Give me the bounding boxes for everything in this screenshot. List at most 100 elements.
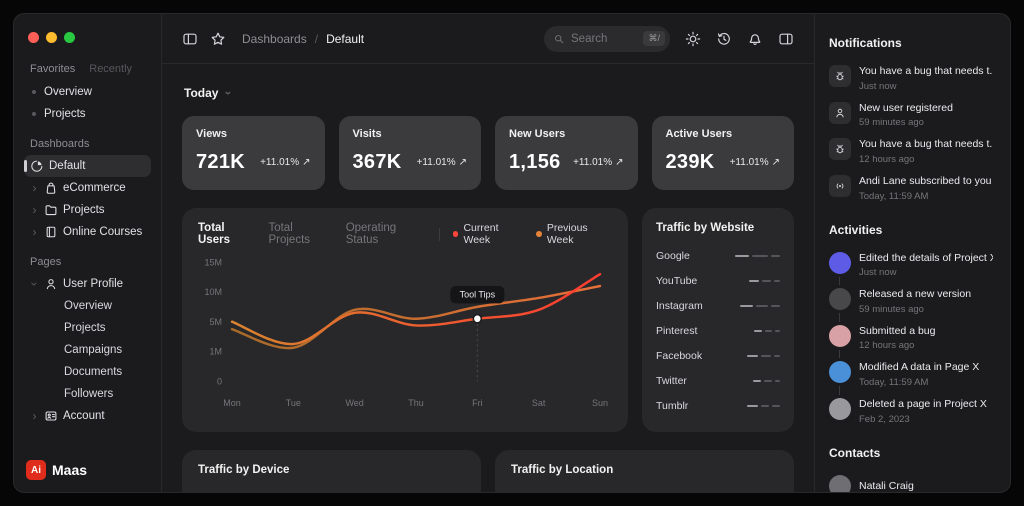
- notification-item[interactable]: New user registered 59 minutes ago: [829, 97, 996, 134]
- top-bar: Dashboards / Default ⌘/: [162, 14, 814, 64]
- sidebar-item-label: eCommerce: [63, 182, 126, 194]
- website-row: Twitter: [656, 368, 780, 393]
- notification-text: You have a bug that needs t...: [859, 138, 993, 151]
- activity-text: Deleted a page in Project X: [859, 398, 987, 411]
- website-row: Google: [656, 243, 780, 268]
- activity-item[interactable]: Released a new version 59 minutes ago: [829, 283, 996, 320]
- sidebar-subitem-documents[interactable]: Documents: [24, 361, 151, 383]
- stat-card-new-users: New Users 1,156 +11.01% ↗: [495, 116, 638, 190]
- sidebar-item-label: Account: [63, 410, 105, 422]
- notification-text: You have a bug that needs t...: [859, 65, 993, 77]
- notification-item[interactable]: Andi Lane subscribed to you Today, 11:59…: [829, 170, 996, 207]
- zoom-window-button[interactable]: [64, 32, 75, 43]
- sidebar-item-online-courses[interactable]: › Online Courses: [24, 221, 151, 243]
- close-window-button[interactable]: [28, 32, 39, 43]
- svg-text:Tool Tips: Tool Tips: [460, 290, 496, 300]
- search-shortcut: ⌘/: [643, 31, 665, 46]
- search-icon: [555, 34, 564, 43]
- sidebar-item-fav-projects[interactable]: Projects: [24, 103, 151, 125]
- notification-text: Andi Lane subscribed to you: [859, 174, 992, 187]
- chevron-right-icon: ›: [32, 409, 37, 423]
- stats-row: Views 721K +11.01% ↗ Visits 367K +11.01% ↗…: [182, 116, 794, 190]
- card-title: Traffic by Location: [511, 464, 614, 476]
- total-users-chart-card: Total Users Total Projects Operating Sta…: [182, 208, 628, 432]
- activity-item[interactable]: Deleted a page in Project X Feb 2, 2023: [829, 393, 996, 430]
- avatar: [829, 288, 851, 311]
- tab-favorites[interactable]: Favorites: [30, 63, 76, 75]
- toggle-left-sidebar-button[interactable]: [182, 31, 198, 47]
- chevron-right-icon: ›: [32, 203, 37, 217]
- notification-time: Just now: [859, 80, 897, 92]
- svg-text:15M: 15M: [204, 257, 222, 267]
- bug-icon: [836, 71, 844, 81]
- period-selector[interactable]: Today ›: [184, 86, 794, 100]
- legend-dot: [452, 231, 459, 237]
- avatar: [829, 398, 851, 421]
- activity-item[interactable]: Edited the details of Project X Just now: [829, 247, 996, 284]
- sidebar-subitem-campaigns[interactable]: Campaigns: [24, 339, 151, 361]
- minimize-window-button[interactable]: [46, 32, 57, 43]
- tab-total-projects[interactable]: Total Projects: [268, 222, 311, 246]
- breadcrumb-page[interactable]: Default: [326, 31, 365, 46]
- svg-text:Wed: Wed: [345, 398, 363, 408]
- stat-value: 239K: [665, 151, 715, 173]
- divider: [438, 227, 440, 241]
- website-bar: [753, 379, 780, 382]
- tab-operating-status[interactable]: Operating Status: [345, 222, 397, 246]
- sidebar: Favorites Recently Overview Projects Das…: [14, 14, 162, 492]
- toggle-right-sidebar-button[interactable]: [778, 31, 794, 47]
- legend-previous-week[interactable]: Previous Week: [536, 222, 612, 246]
- avatar: [829, 474, 851, 492]
- sidebar-subitem-overview[interactable]: Overview: [24, 295, 151, 317]
- history-icon: [717, 32, 730, 45]
- activity-time: 59 minutes ago: [859, 303, 924, 315]
- chart-header: Total Users Total Projects Operating Sta…: [198, 222, 612, 246]
- sidebar-subitem-projects[interactable]: Projects: [24, 317, 151, 339]
- contact-item[interactable]: Natali Craig: [829, 470, 996, 492]
- sidebar-subitem-label: Overview: [64, 300, 112, 312]
- website-row: Instagram: [656, 293, 780, 318]
- sidebar-item-ecommerce[interactable]: › eCommerce: [24, 177, 151, 199]
- traffic-by-device-card: Traffic by Device: [182, 450, 481, 492]
- notification-item[interactable]: You have a bug that needs t... 12 hours …: [829, 133, 996, 170]
- website-bar: [749, 279, 780, 282]
- sidebar-item-projects[interactable]: › Projects: [24, 199, 151, 221]
- activity-item[interactable]: Submitted a bug 12 hours ago: [829, 320, 996, 357]
- bug-icon: [836, 145, 844, 154]
- avatar: [829, 251, 851, 274]
- panel-right-icon: [779, 33, 793, 44]
- svg-text:Mon: Mon: [223, 398, 241, 408]
- notification-time: Today, 11:59 AM: [859, 190, 929, 202]
- favorite-page-button[interactable]: [210, 31, 226, 47]
- sidebar-item-user-profile[interactable]: › User Profile: [24, 273, 151, 295]
- activities-title: Activities: [829, 222, 883, 237]
- sidebar-subitem-followers[interactable]: Followers: [24, 383, 151, 405]
- svg-text:Sun: Sun: [592, 398, 608, 408]
- stat-card-visits: Visits 367K +11.01% ↗: [338, 116, 481, 190]
- sidebar-tabs: Favorites Recently: [30, 63, 151, 75]
- svg-text:10M: 10M: [204, 287, 222, 297]
- sidebar-subitem-label: Campaigns: [64, 344, 123, 356]
- notifications-button[interactable]: [747, 31, 763, 47]
- section-title-dashboards: Dashboards: [30, 138, 90, 150]
- sidebar-item-default[interactable]: Default: [24, 155, 151, 177]
- search-input[interactable]: [571, 32, 638, 45]
- history-button[interactable]: [716, 31, 732, 47]
- sidebar-item-fav-overview[interactable]: Overview: [24, 81, 151, 103]
- theme-toggle-button[interactable]: [685, 31, 701, 47]
- website-row: Pinterest: [656, 318, 780, 343]
- breadcrumb-section[interactable]: Dashboards: [242, 31, 307, 46]
- website-bar: [754, 329, 780, 332]
- sidebar-item-account[interactable]: › Account: [24, 405, 151, 427]
- notification-item[interactable]: You have a bug that needs t... Just now: [829, 60, 996, 97]
- section-title-pages: Pages: [30, 256, 62, 268]
- contact-name: Natali Craig: [859, 479, 914, 492]
- trend-up-icon: ↗: [771, 157, 780, 168]
- tab-recently[interactable]: Recently: [89, 63, 133, 75]
- stat-label: New Users: [509, 128, 566, 140]
- legend-current-week[interactable]: Current Week: [452, 222, 523, 246]
- sidebar-subitem-label: Followers: [64, 388, 114, 400]
- activity-item[interactable]: Modified A data in Page X Today, 11:59 A…: [829, 356, 996, 393]
- activity-time: Today, 11:59 AM: [859, 377, 929, 389]
- tab-total-users[interactable]: Total Users: [198, 222, 230, 246]
